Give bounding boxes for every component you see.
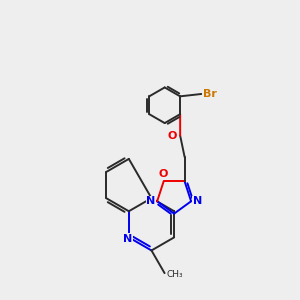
Text: O: O [167,130,177,141]
Text: N: N [123,234,132,244]
Text: O: O [159,169,168,179]
Text: N: N [193,196,202,206]
Text: CH₃: CH₃ [167,270,184,279]
Text: Br: Br [203,89,217,99]
Text: N: N [146,196,155,206]
